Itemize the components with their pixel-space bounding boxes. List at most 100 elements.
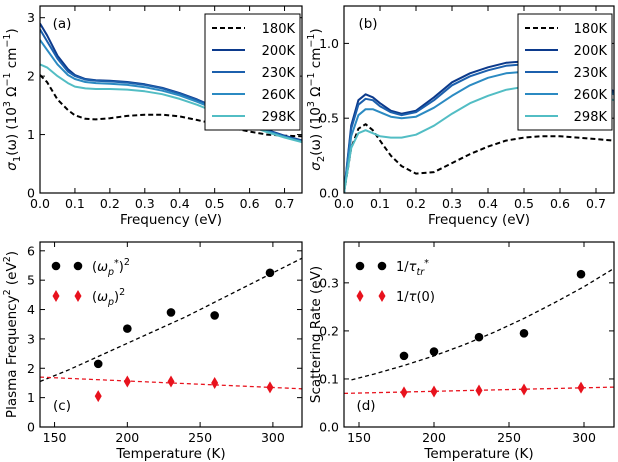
data-point	[520, 383, 528, 396]
x-axis-label: Temperature (K)	[423, 446, 533, 462]
series-line-180K	[40, 74, 302, 138]
x-tick-label: 300	[261, 430, 285, 445]
data-point	[210, 311, 219, 320]
data-point	[265, 268, 275, 278]
x-tick-label: 0.5	[205, 196, 225, 211]
panel-a: 0.0 0.1 0.2 0.3 0.4 0.5 0.6 0.7 0 1 2 3 (a) Frequency…	[2, 5, 303, 228]
data-point	[577, 381, 585, 394]
panel-label: (b)	[358, 16, 377, 32]
data-point	[266, 381, 274, 394]
x-tick-label: 150	[347, 430, 371, 445]
y-tick-label: 1	[27, 390, 35, 405]
data-point	[429, 347, 439, 356]
y-tick-label: 6	[27, 243, 35, 258]
legend-label: 180K	[262, 22, 296, 37]
x-tick-label: 300	[572, 430, 596, 445]
fit-line-1	[40, 376, 302, 390]
data-point	[475, 384, 483, 397]
legend: 180K 200K 230K 260K 298K	[517, 13, 613, 131]
y-tick-label: 0.5	[319, 111, 339, 126]
panel-label: (d)	[356, 398, 375, 414]
legend-marker	[74, 290, 82, 302]
panel-c: 150 200 250 300 0 1 2 3 4 5 6 (c) Temperature (K) Pla…	[2, 241, 303, 462]
x-tick-label: 0.2	[406, 196, 426, 211]
panel-c-frame	[39, 241, 303, 428]
legend-marker	[73, 261, 83, 271]
y-tick-label: 1.0	[319, 36, 339, 51]
legend-label: 298K	[574, 110, 608, 125]
legend: (ωp*)2 (ωp)2	[51, 257, 130, 308]
y-tick-label: 4	[27, 302, 35, 317]
x-tick-label: 0.1	[370, 196, 390, 211]
legend-marker	[377, 261, 387, 271]
legend-label: 180K	[574, 22, 608, 37]
y-tick-label: 0.0	[319, 186, 339, 201]
panel-d-frame	[343, 241, 615, 428]
legend-label: 1/τ(0)	[396, 290, 435, 305]
data-point	[519, 328, 529, 338]
x-tick-label: 0.3	[135, 196, 155, 211]
legend-label: (ωp)2	[92, 287, 125, 308]
y-tick-label: 3	[27, 10, 35, 25]
legend-label: (ωp*)2	[92, 257, 130, 278]
legend-label: 200K	[262, 44, 296, 59]
data-point	[123, 324, 132, 333]
legend-label: 260K	[262, 88, 296, 103]
y-tick-label: 0	[27, 186, 35, 201]
data-point	[123, 375, 131, 388]
data-point	[400, 386, 408, 399]
legend-marker	[52, 290, 60, 302]
x-tick-label: 0.6	[550, 196, 570, 211]
panel-label: (c)	[53, 398, 71, 414]
x-axis-label: Frequency (eV)	[428, 212, 530, 228]
y-tick-label: 3	[27, 331, 35, 346]
legend-label: 230K	[262, 66, 296, 81]
panel-d: 150 200 250 300 0.0 0.1 0.2 0.3 (d) Temperature (…	[308, 241, 615, 462]
y-tick-label: 5	[27, 273, 35, 288]
legend-label: 298K	[262, 110, 296, 125]
panel-a-frame	[39, 5, 303, 194]
x-tick-label: 0.4	[170, 196, 190, 211]
legend-label: 260K	[574, 88, 608, 103]
legend-marker	[378, 290, 386, 302]
y-axis-label: Plasma Frequency2 (eV2)	[2, 251, 20, 418]
x-tick-label: 0.0	[30, 196, 50, 211]
y-tick-label: 0.1	[319, 371, 339, 386]
panel-label: (a)	[53, 16, 72, 32]
data-point	[576, 269, 586, 279]
y-tick-label: 0.3	[319, 275, 339, 290]
data-point	[93, 359, 103, 369]
fit-line-0	[351, 267, 614, 381]
legend-label: 1/τtr*	[396, 258, 429, 278]
x-axis-label: Frequency (eV)	[120, 212, 222, 228]
y-tick-label: 0	[27, 420, 35, 435]
data-point	[430, 385, 438, 398]
y-axis-label: σ1(ω) (103 Ω−1 cm−1)	[2, 28, 23, 170]
legend: 1/τtr* 1/τ(0)	[355, 258, 435, 305]
x-tick-label: 200	[115, 430, 139, 445]
y-axis-label: σ2(ω) (103 Ω−1 cm−1)	[306, 28, 327, 170]
panel-d-data	[344, 267, 614, 399]
x-tick-label: 250	[497, 430, 521, 445]
legend-marker	[355, 261, 365, 271]
y-tick-label: 2	[27, 361, 35, 376]
y-tick-label: 0.2	[319, 323, 339, 338]
x-tick-label: 0.4	[478, 196, 498, 211]
legend-marker	[51, 261, 61, 271]
data-point	[94, 390, 102, 403]
y-tick-label: 1	[27, 127, 35, 142]
data-point	[211, 376, 219, 389]
legend-label: 200K	[574, 44, 608, 59]
series-line-180K	[344, 123, 614, 193]
y-tick-label: 0.0	[319, 420, 339, 435]
data-point	[167, 375, 175, 388]
x-tick-label: 200	[422, 430, 446, 445]
x-tick-label: 0.2	[100, 196, 120, 211]
x-tick-label: 250	[188, 430, 212, 445]
y-axis-label: Scattering Rate (eV)	[308, 266, 324, 403]
panel-b-frame	[343, 5, 615, 194]
data-point	[399, 351, 409, 361]
x-tick-label: 0.5	[514, 196, 534, 211]
x-axis-label: Temperature (K)	[115, 446, 225, 462]
